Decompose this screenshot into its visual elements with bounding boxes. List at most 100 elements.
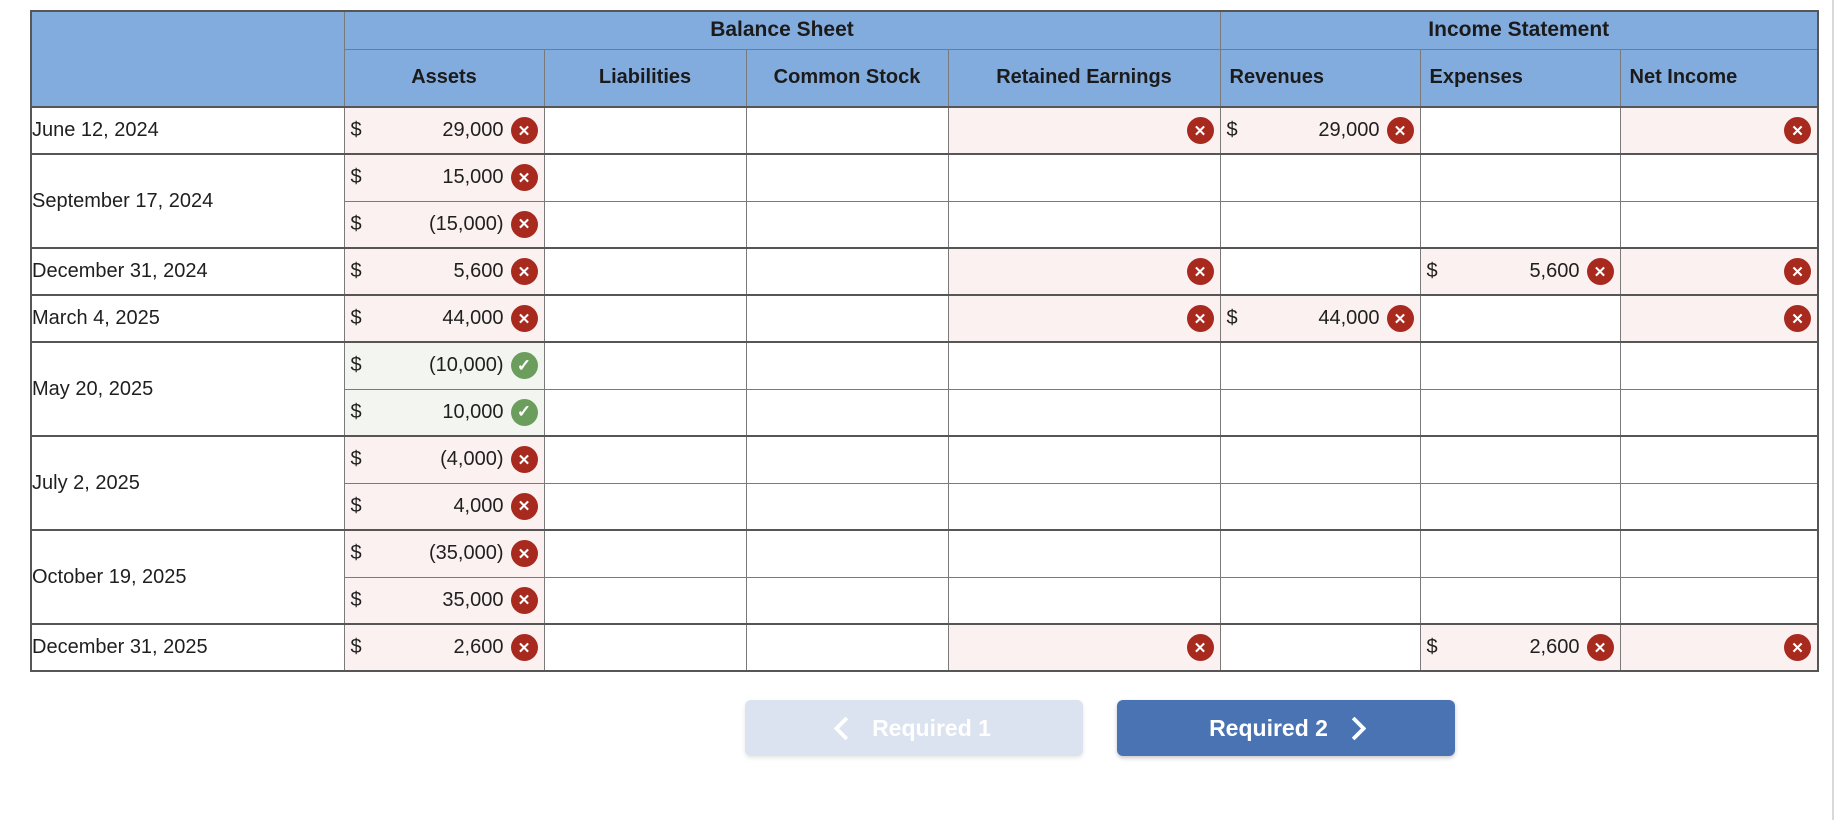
answer-cell-net-income[interactable] <box>1619 153 1819 202</box>
answer-cell-assets[interactable]: $5,600 ✕ <box>343 247 545 296</box>
check-icon: ✓ <box>510 398 538 426</box>
answer-cell-common-stock[interactable] <box>745 200 949 249</box>
answer-cell-net-income[interactable] <box>1619 435 1819 484</box>
answer-cell-common-stock[interactable] <box>745 106 949 155</box>
currency-symbol: $ <box>350 212 362 235</box>
answer-cell-assets[interactable]: $ (4,000) ✕ <box>343 435 545 484</box>
answer-cell-common-stock[interactable] <box>745 153 949 202</box>
answer-cell-expenses[interactable]: $5,600 ✕ <box>1419 247 1621 296</box>
answer-cell-net-income[interactable]: ✕ <box>1619 106 1819 155</box>
answer-cell-revenues[interactable] <box>1219 341 1421 390</box>
answer-cell-retained-earnings[interactable] <box>947 482 1221 531</box>
answer-cell-liabilities[interactable] <box>543 529 747 578</box>
answer-cell-retained-earnings[interactable]: ✕ <box>947 294 1221 343</box>
answer-cell-common-stock[interactable] <box>745 388 949 437</box>
answer-cell-retained-earnings[interactable] <box>947 341 1221 390</box>
answer-cell-expenses[interactable] <box>1419 435 1621 484</box>
answer-cell-revenues[interactable] <box>1219 576 1421 625</box>
answer-cell-assets[interactable]: $10,000 ✓ <box>343 388 545 437</box>
answer-cell-retained-earnings[interactable]: ✕ <box>947 247 1221 296</box>
answer-cell-expenses[interactable] <box>1419 106 1621 155</box>
answer-cell-net-income[interactable] <box>1619 482 1819 531</box>
answer-cell-revenues[interactable] <box>1219 200 1421 249</box>
answer-cell-assets[interactable]: $4,000 ✕ <box>343 482 545 531</box>
row-date: March 4, 2025 <box>30 294 345 343</box>
answer-cell-expenses[interactable] <box>1419 388 1621 437</box>
answer-cell-net-income[interactable]: ✕ <box>1619 623 1819 672</box>
answer-cell-assets[interactable]: $35,000 ✕ <box>343 576 545 625</box>
answer-cell-expenses[interactable] <box>1419 341 1621 390</box>
answer-cell-common-stock[interactable] <box>745 341 949 390</box>
answer-cell-net-income[interactable] <box>1619 341 1819 390</box>
answer-cell-liabilities[interactable] <box>543 106 747 155</box>
answer-cell-revenues[interactable] <box>1219 435 1421 484</box>
answer-cell-common-stock[interactable] <box>745 576 949 625</box>
x-icon: ✕ <box>1186 305 1214 332</box>
answer-cell-revenues[interactable] <box>1219 388 1421 437</box>
answer-cell-common-stock[interactable] <box>745 529 949 578</box>
answer-cell-liabilities[interactable] <box>543 200 747 249</box>
answer-cell-assets[interactable]: $2,600 ✕ <box>343 623 545 672</box>
answer-cell-assets[interactable]: $ (15,000) ✕ <box>343 200 545 249</box>
answer-cell-expenses[interactable] <box>1419 482 1621 531</box>
answer-cell-revenues[interactable]: $44,000 ✕ <box>1219 294 1421 343</box>
answer-cell-revenues[interactable] <box>1219 623 1421 672</box>
answer-cell-expenses[interactable] <box>1419 529 1621 578</box>
answer-cell-revenues[interactable] <box>1219 153 1421 202</box>
answer-cell-expenses[interactable] <box>1419 576 1621 625</box>
answer-cell-retained-earnings[interactable] <box>947 529 1221 578</box>
answer-cell-retained-earnings[interactable] <box>947 200 1221 249</box>
answer-cell-common-stock[interactable] <box>745 247 949 296</box>
answer-cell-net-income[interactable] <box>1619 388 1819 437</box>
answer-cell-revenues[interactable] <box>1219 247 1421 296</box>
answer-cell-revenues[interactable] <box>1219 482 1421 531</box>
answer-cell-retained-earnings[interactable] <box>947 153 1221 202</box>
required-1-button[interactable]: Required 1 <box>745 700 1083 756</box>
answer-cell-net-income[interactable] <box>1619 576 1819 625</box>
x-icon: ✕ <box>1586 634 1614 661</box>
answer-cell-net-income[interactable]: ✕ <box>1619 247 1819 296</box>
answer-cell-liabilities[interactable] <box>543 294 747 343</box>
answer-cell-liabilities[interactable] <box>543 482 747 531</box>
answer-cell-common-stock[interactable] <box>745 623 949 672</box>
answer-cell-liabilities[interactable] <box>543 576 747 625</box>
answer-cell-assets[interactable]: $15,000 ✕ <box>343 153 545 202</box>
answer-cell-common-stock[interactable] <box>745 435 949 484</box>
row-date: October 19, 2025 <box>30 529 345 625</box>
answer-cell-net-income[interactable] <box>1619 529 1819 578</box>
answer-cell-retained-earnings[interactable] <box>947 388 1221 437</box>
answer-cell-assets[interactable]: $29,000 ✕ <box>343 106 545 155</box>
answer-cell-common-stock[interactable] <box>745 294 949 343</box>
answer-cell-common-stock[interactable] <box>745 482 949 531</box>
answer-cell-expenses[interactable]: $2,600 ✕ <box>1419 623 1621 672</box>
answer-cell-net-income[interactable] <box>1619 200 1819 249</box>
required-2-button[interactable]: Required 2 <box>1117 700 1455 756</box>
answer-cell-assets[interactable]: $44,000 ✕ <box>343 294 545 343</box>
answer-cell-liabilities[interactable] <box>543 435 747 484</box>
table-row: $4,000 ✕ <box>31 482 1819 531</box>
cell-value: 5,600 <box>1529 260 1580 282</box>
answer-cell-liabilities[interactable] <box>543 623 747 672</box>
answer-cell-retained-earnings[interactable]: ✕ <box>947 106 1221 155</box>
answer-cell-expenses[interactable] <box>1419 153 1621 202</box>
answer-cell-liabilities[interactable] <box>543 388 747 437</box>
answer-cell-revenues[interactable] <box>1219 529 1421 578</box>
answer-cell-net-income[interactable]: ✕ <box>1619 294 1819 343</box>
answer-cell-liabilities[interactable] <box>543 341 747 390</box>
answer-cell-assets[interactable]: $ (10,000) ✓ <box>343 341 545 390</box>
table-row: June 12, 2024 $29,000 ✕ ✕ $29,000 ✕ ✕ <box>30 106 1819 155</box>
currency-symbol: $ <box>350 494 362 517</box>
answer-cell-assets[interactable]: $ (35,000) ✕ <box>343 529 545 578</box>
answer-cell-liabilities[interactable] <box>543 153 747 202</box>
section-header-row: Balance Sheet Income Statement <box>30 10 1819 108</box>
column-header-liabilities: Liabilities <box>543 48 747 108</box>
answer-cell-retained-earnings[interactable] <box>947 435 1221 484</box>
answer-cell-retained-earnings[interactable]: ✕ <box>947 623 1221 672</box>
table-row: September 17, 2024 $15,000 ✕ <box>30 153 1819 249</box>
answer-cell-expenses[interactable] <box>1419 200 1621 249</box>
answer-cell-liabilities[interactable] <box>543 247 747 296</box>
answer-cell-revenues[interactable]: $29,000 ✕ <box>1219 106 1421 155</box>
answer-cell-expenses[interactable] <box>1419 294 1621 343</box>
answer-cell-retained-earnings[interactable] <box>947 576 1221 625</box>
currency-symbol: $ <box>350 636 362 658</box>
